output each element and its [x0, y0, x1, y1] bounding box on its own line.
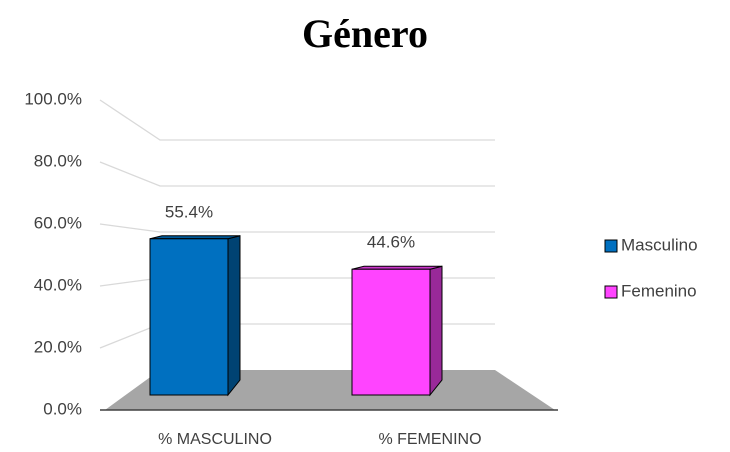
bar-side — [227, 235, 241, 397]
bar-front — [149, 238, 229, 396]
y-tick-label: 100.0% — [24, 89, 82, 108]
y-tick-label: 60.0% — [34, 213, 82, 232]
x-tick-label: % MASCULINO — [158, 431, 272, 448]
x-tick-label: % FEMENINO — [378, 431, 481, 448]
grid-line — [99, 99, 495, 141]
bar-side — [429, 265, 443, 397]
legend-label: Femenino — [621, 281, 697, 300]
grid-line — [99, 161, 495, 187]
bar — [149, 235, 241, 397]
chart-title: Género — [302, 11, 428, 56]
bar-front — [351, 268, 431, 396]
legend-swatch — [604, 239, 618, 253]
y-tick-label: 0.0% — [43, 399, 82, 418]
y-tick-label: 80.0% — [34, 151, 82, 170]
y-tick-label: 20.0% — [34, 337, 82, 356]
bar — [351, 265, 443, 397]
grid-line — [99, 223, 495, 233]
legend-swatch — [604, 285, 618, 299]
legend-label: Masculino — [621, 235, 698, 254]
value-label: 44.6% — [367, 233, 415, 252]
y-tick-label: 40.0% — [34, 275, 82, 294]
value-label: 55.4% — [165, 202, 213, 221]
